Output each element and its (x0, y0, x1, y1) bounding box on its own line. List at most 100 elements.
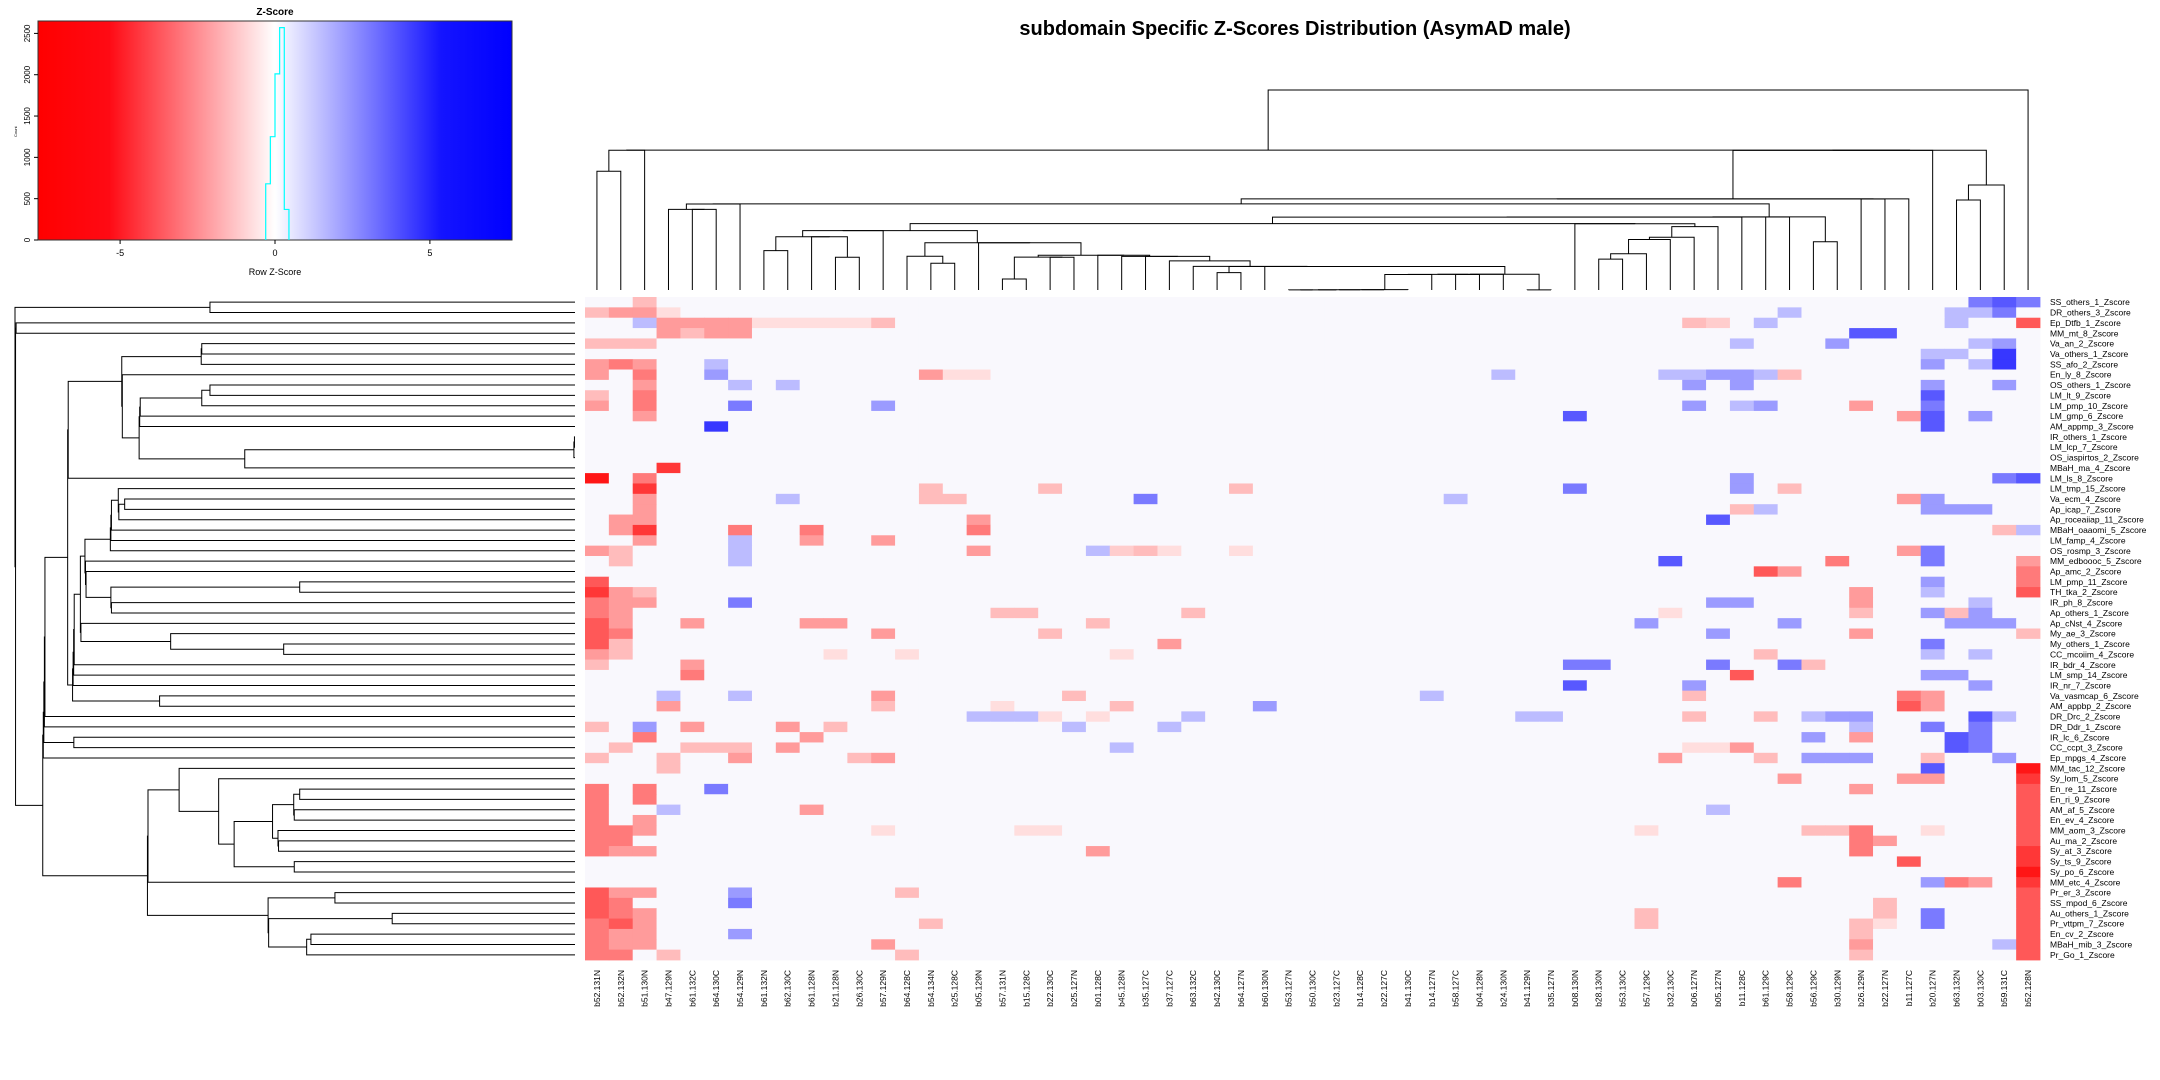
heatmap-cell (1968, 669, 1993, 681)
heatmap-cell (1539, 804, 1564, 816)
heatmap-cell (1014, 825, 1039, 837)
heatmap-cell (1348, 348, 1373, 360)
heatmap-cell (1205, 369, 1230, 381)
heatmap-cell (1515, 659, 1540, 671)
heatmap-cell (1181, 918, 1206, 930)
heatmap-cell (656, 887, 681, 899)
heatmap-cell (942, 701, 968, 712)
heatmap-cell (1324, 462, 1349, 474)
heatmap-cell (1825, 328, 1850, 339)
heatmap-cell (1395, 928, 1421, 940)
dendrogram-branch (293, 861, 575, 873)
heatmap-cell (942, 607, 968, 619)
heatmap-cell (1586, 846, 1612, 857)
heatmap-cell (799, 493, 824, 505)
heatmap-cell (1300, 514, 1325, 526)
heatmap-cell (1825, 701, 1850, 712)
heatmap-cell (704, 835, 729, 847)
heatmap-cell (1062, 897, 1087, 909)
heatmap-cell (1968, 348, 1993, 360)
heatmap-cell (608, 742, 634, 754)
heatmap-cell (1992, 918, 2017, 930)
heatmap-cell (966, 504, 991, 515)
heatmap-cell (1873, 783, 1898, 795)
dendrogram-branch (139, 406, 575, 427)
heatmap-cell (1348, 814, 1373, 826)
dendrogram-branch (299, 581, 575, 593)
heatmap-cell (1992, 410, 2017, 422)
heatmap-cell (1157, 400, 1182, 412)
heatmap-cell (1825, 493, 1850, 505)
heatmap-cell (1062, 297, 1087, 308)
heatmap-cell (966, 701, 991, 712)
heatmap-cell (1205, 431, 1230, 443)
heatmap-cell (942, 338, 968, 350)
heatmap-cell (680, 555, 705, 567)
heatmap-cell (1968, 783, 1993, 795)
heatmap-cell (1205, 390, 1230, 401)
heatmap-cell (1849, 866, 1874, 878)
heatmap-cell (1205, 908, 1230, 919)
heatmap-cell (847, 618, 872, 629)
heatmap-cell (799, 462, 824, 474)
heatmap-cell (1634, 317, 1659, 329)
heatmap-cell (1753, 379, 1779, 391)
heatmap-cell (871, 483, 896, 495)
column-label: b61.132N (759, 970, 769, 1007)
heatmap-cell (966, 607, 991, 619)
heatmap-cell (632, 928, 657, 940)
heatmap-cell (966, 649, 991, 660)
heatmap-cell (1753, 514, 1779, 526)
column-label: b63.132C (1188, 970, 1198, 1007)
heatmap-cell (1348, 555, 1373, 567)
heatmap-cell (1157, 680, 1182, 692)
heatmap-cell (1729, 338, 1755, 350)
heatmap-cell (1729, 431, 1755, 443)
heatmap-cell (1157, 732, 1182, 743)
heatmap-cell (1372, 752, 1397, 764)
heatmap-cell (1300, 835, 1325, 847)
heatmap-cell (1372, 711, 1397, 723)
heatmap-cell (1395, 742, 1421, 754)
heatmap-cell (1896, 825, 1922, 837)
heatmap-cell (942, 307, 968, 319)
heatmap-cell (1944, 535, 1969, 547)
heatmap-cell (608, 701, 634, 712)
heatmap-cell (1515, 535, 1540, 547)
heatmap-cell (1372, 659, 1397, 671)
heatmap-cell (942, 628, 968, 640)
heatmap-cell (728, 669, 753, 681)
heatmap-cell (1491, 307, 1516, 319)
dendrogram-branch (109, 527, 575, 552)
heatmap-cell (1038, 462, 1063, 474)
heatmap-cell (1777, 483, 1802, 495)
heatmap-cell (847, 390, 872, 401)
heatmap-cell (775, 431, 801, 443)
heatmap-cell (1467, 939, 1492, 951)
heatmap-cell (895, 887, 920, 899)
heatmap-cell (1920, 524, 1945, 536)
column-label: b28.130N (1594, 970, 1604, 1007)
heatmap-cell (1014, 452, 1039, 464)
heatmap-cell (1873, 493, 1898, 505)
heatmap-cell (1873, 379, 1898, 391)
heatmap-cell (895, 918, 920, 930)
heatmap-cell (1491, 442, 1516, 453)
heatmap-cell (585, 597, 610, 609)
heatmap-cell (1777, 535, 1802, 547)
heatmap-cell (1324, 877, 1349, 888)
heatmap-cell (1849, 390, 1874, 401)
heatmap-cell (1157, 421, 1182, 433)
heatmap-cell (895, 504, 920, 515)
heatmap-cell (1706, 690, 1731, 702)
heatmap-cell (823, 701, 848, 712)
heatmap-cell (775, 897, 801, 909)
heatmap-cell (656, 338, 681, 350)
heatmap-cell (1515, 348, 1540, 360)
heatmap-cell (632, 504, 657, 515)
heatmap-cell (1753, 555, 1779, 567)
heatmap-cell (1706, 825, 1731, 837)
heatmap-cell (1443, 835, 1468, 847)
heatmap-cell (1825, 856, 1850, 868)
heatmap-cell (1085, 638, 1111, 650)
